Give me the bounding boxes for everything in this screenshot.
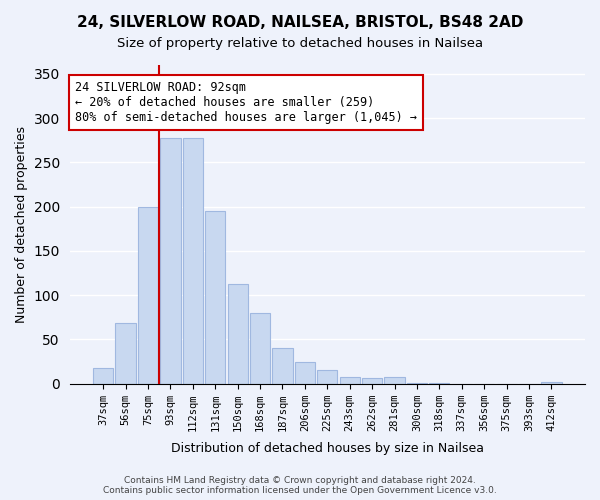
Y-axis label: Number of detached properties: Number of detached properties: [15, 126, 28, 323]
Bar: [93, 368, 113, 384]
Bar: [407, 383, 427, 384]
Text: 24 SILVERLOW ROAD: 92sqm
← 20% of detached houses are smaller (259)
80% of semi-: 24 SILVERLOW ROAD: 92sqm ← 20% of detach…: [75, 81, 417, 124]
Bar: [250, 313, 270, 384]
Bar: [362, 378, 382, 384]
X-axis label: Distribution of detached houses by size in Nailsea: Distribution of detached houses by size …: [171, 442, 484, 455]
Bar: [115, 324, 136, 384]
Bar: [138, 206, 158, 384]
Bar: [295, 362, 315, 384]
Bar: [272, 348, 293, 384]
Bar: [430, 383, 449, 384]
Text: Contains HM Land Registry data © Crown copyright and database right 2024.
Contai: Contains HM Land Registry data © Crown c…: [103, 476, 497, 495]
Bar: [541, 382, 562, 384]
Bar: [227, 284, 248, 384]
Text: 24, SILVERLOW ROAD, NAILSEA, BRISTOL, BS48 2AD: 24, SILVERLOW ROAD, NAILSEA, BRISTOL, BS…: [77, 15, 523, 30]
Text: Size of property relative to detached houses in Nailsea: Size of property relative to detached ho…: [117, 38, 483, 51]
Bar: [205, 211, 226, 384]
Bar: [183, 138, 203, 384]
Bar: [340, 376, 360, 384]
Bar: [317, 370, 337, 384]
Bar: [160, 138, 181, 384]
Bar: [385, 378, 404, 384]
